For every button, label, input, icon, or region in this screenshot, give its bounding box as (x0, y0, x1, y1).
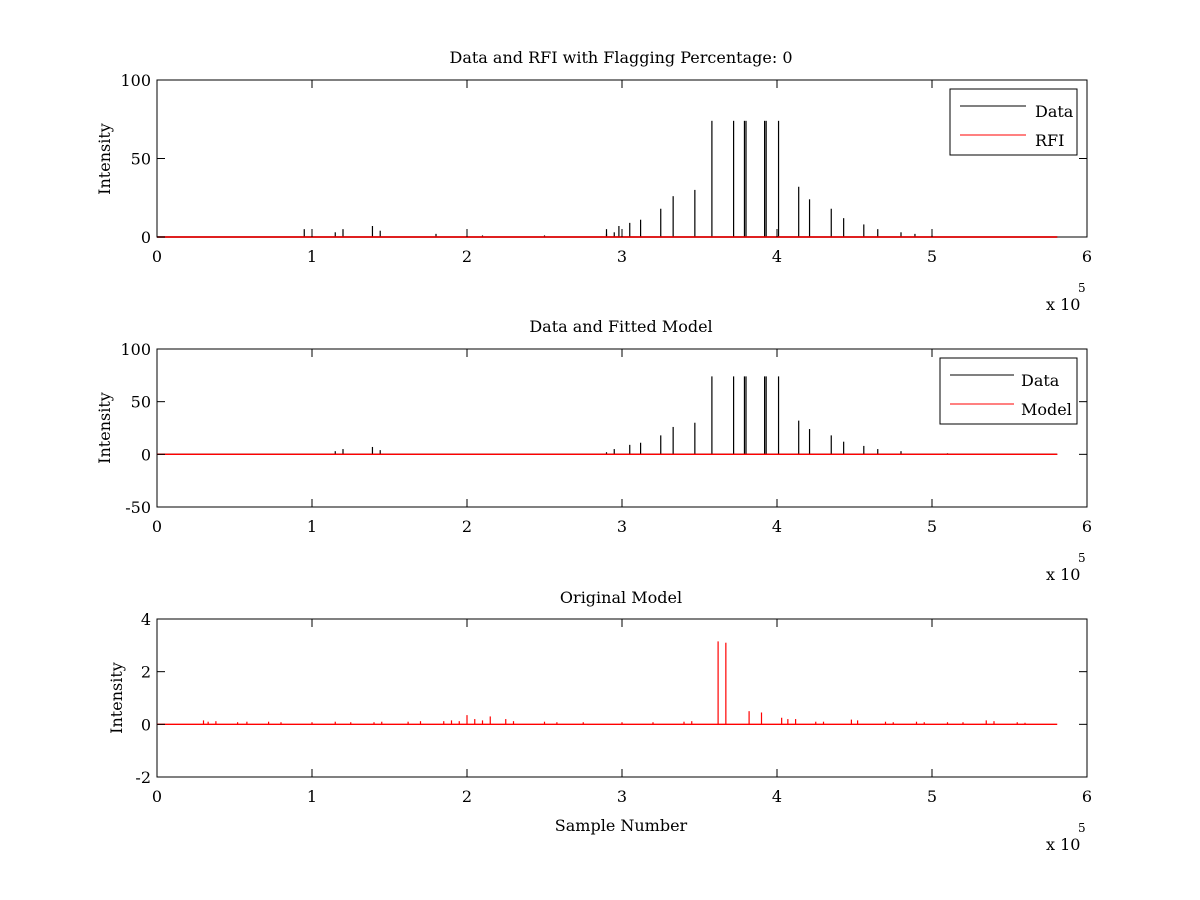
panel-1-xtick-label-3: 3 (617, 247, 627, 266)
panel-1-xtick-label-2: 2 (462, 247, 472, 266)
panel-2-xtick-label-6: 6 (1082, 517, 1092, 536)
panel-1-xtick-label-5: 5 (927, 247, 937, 266)
panel-1-marks (157, 120, 1058, 238)
panel-1-legend: Data RFI (949, 88, 1078, 156)
panel-3-xtick-label-2: 2 (462, 787, 472, 806)
panel-1-xtick-label-1: 1 (307, 247, 317, 266)
panel-2-xtick-label-4: 4 (772, 517, 782, 536)
panel-1-ytick-label-0: 0 (141, 228, 151, 247)
panel-1-x-multiplier: x 10 (1046, 295, 1080, 314)
panel-3-xtick-label-5: 5 (927, 787, 937, 806)
panel-2-ytick-label-0: -50 (125, 498, 151, 517)
panel-3-x-multiplier: x 10 (1046, 835, 1080, 854)
panel-1: Data and RFI with Flagging Percentage: 0… (95, 48, 1092, 314)
panel-2-ytick-label-3: 100 (120, 340, 151, 359)
panel-1-ylabel: Intensity (95, 123, 114, 195)
panel-3-ytick-label-3: 4 (141, 610, 151, 629)
panel-3-ylabel: Intensity (107, 662, 126, 734)
panel-1-ticks: 0 1 2 3 4 5 6 0 50 100 (120, 71, 1092, 266)
panel-1-xtick-label-4: 4 (772, 247, 782, 266)
panel-2-x-multiplier: x 10 (1046, 565, 1080, 584)
panel-2-legend: Data Model (939, 357, 1078, 425)
panel-3-xtick-label-3: 3 (617, 787, 627, 806)
panel-1-ytick-label-2: 100 (120, 71, 151, 90)
panel-2-ylabel: Intensity (95, 392, 114, 464)
panel-2-marks (157, 376, 1058, 456)
panel-1-ytick-label-1: 50 (131, 150, 151, 169)
panel-2-ytick-label-1: 0 (141, 445, 151, 464)
panel-3-x-multiplier-exp: 5 (1078, 821, 1086, 835)
panel-3-xtick-label-0: 0 (152, 787, 162, 806)
panel-2-legend-box (939, 357, 1078, 425)
panel-2-legend-model-label: Model (1021, 400, 1072, 419)
panel-2-xtick-label-0: 0 (152, 517, 162, 536)
panel-2-xtick-label-5: 5 (927, 517, 937, 536)
panel-2-xtick-label-1: 1 (307, 517, 317, 536)
panel-3-xtick-label-1: 1 (307, 787, 317, 806)
panel-2: Data and Fitted Model Intensity 0 1 2 3 4 5 6 -… (95, 317, 1092, 584)
panel-1-legend-data-label: Data (1035, 102, 1074, 121)
panel-1-legend-rfi-label: RFI (1035, 131, 1064, 150)
panel-3-marks (157, 641, 1058, 726)
panel-3-xtick-label-4: 4 (772, 787, 782, 806)
panel-2-ytick-label-2: 50 (131, 393, 151, 412)
panel-3-ytick-label-2: 2 (141, 663, 151, 682)
panel-1-x-multiplier-exp: 5 (1078, 281, 1086, 295)
panel-2-title: Data and Fitted Model (529, 317, 712, 336)
panel-3-ytick-label-1: 0 (141, 715, 151, 734)
panel-2-xtick-label-2: 2 (462, 517, 472, 536)
panel-3-xlabel: Sample Number (555, 816, 688, 835)
panel-1-legend-box (949, 88, 1078, 156)
panel-1-title: Data and RFI with Flagging Percentage: 0 (449, 48, 792, 67)
panel-2-legend-data-label: Data (1021, 371, 1060, 390)
panel-1-xtick-label-6: 6 (1082, 247, 1092, 266)
panel-1-xtick-label-0: 0 (152, 247, 162, 266)
panel-2-x-multiplier-exp: 5 (1078, 551, 1086, 565)
panel-3-title: Original Model (560, 588, 682, 607)
panel-3-xtick-label-6: 6 (1082, 787, 1092, 806)
panel-2-xtick-label-3: 3 (617, 517, 627, 536)
panel-3-ytick-label-0: -2 (135, 768, 151, 787)
